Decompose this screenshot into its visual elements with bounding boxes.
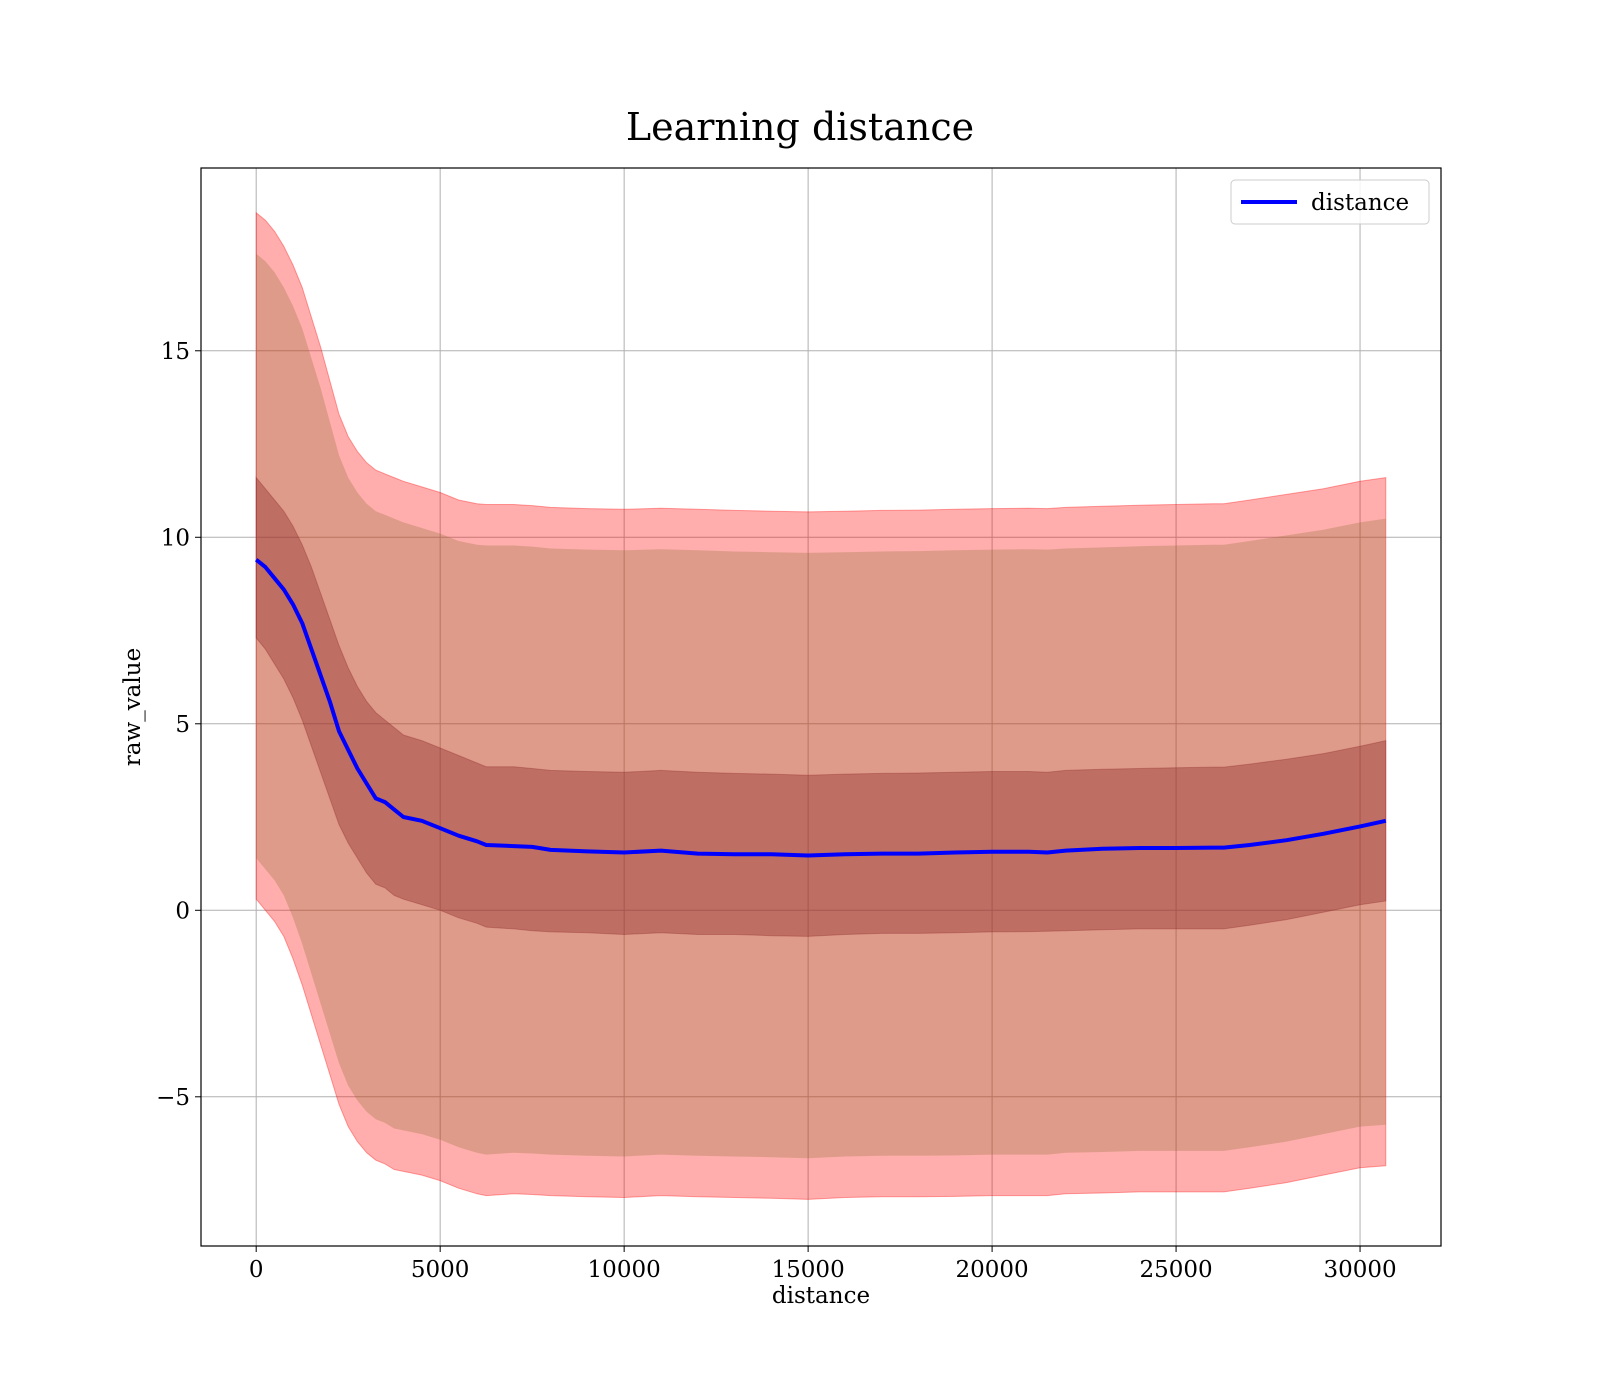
y-tick-label: −5 bbox=[156, 1085, 190, 1111]
grid bbox=[201, 168, 1441, 1246]
x-tick-label: 25000 bbox=[1139, 1257, 1212, 1283]
y-axis-ticks: −5 0 5 10 15 bbox=[156, 339, 201, 1111]
x-tick-label: 15000 bbox=[772, 1257, 845, 1283]
chart-title: Learning distance bbox=[626, 105, 974, 149]
x-tick-label: 30000 bbox=[1323, 1257, 1396, 1283]
series-lines bbox=[254, 558, 1387, 858]
x-axis-label: distance bbox=[772, 1283, 870, 1309]
legend: distance bbox=[1230, 179, 1430, 225]
x-tick-label: 5000 bbox=[411, 1257, 470, 1283]
y-tick-label: 10 bbox=[161, 525, 190, 551]
confidence-bands bbox=[255, 211, 1387, 1200]
plot-frame bbox=[200, 167, 1442, 1247]
y-tick-label: 5 bbox=[175, 712, 190, 738]
x-tick-label: 20000 bbox=[956, 1257, 1029, 1283]
x-axis-ticks: 0 5000 10000 15000 20000 25000 30000 bbox=[249, 1246, 1397, 1283]
band-1sd bbox=[255, 476, 1387, 937]
x-tick-label: 10000 bbox=[588, 1257, 661, 1283]
x-tick-label: 0 bbox=[249, 1257, 264, 1283]
series-line-distance bbox=[254, 558, 1387, 858]
y-tick-label: 0 bbox=[175, 898, 190, 924]
legend-box bbox=[1230, 179, 1430, 225]
y-tick-label: 15 bbox=[161, 339, 190, 365]
band-2sd bbox=[255, 211, 1387, 1200]
legend-label: distance bbox=[1311, 190, 1409, 216]
y-axis-label: raw_value bbox=[120, 648, 146, 766]
band-overlay bbox=[256, 253, 1386, 1159]
